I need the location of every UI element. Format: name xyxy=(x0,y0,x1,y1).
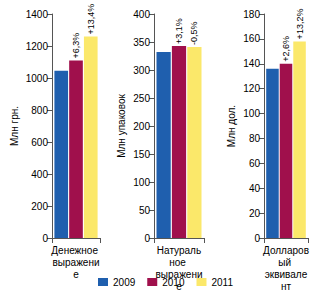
svg-text:180: 180 xyxy=(243,9,260,20)
svg-text:400: 400 xyxy=(133,9,150,20)
svg-text:800: 800 xyxy=(31,105,48,116)
svg-text:350: 350 xyxy=(133,37,150,48)
svg-text:Млн упаковок: Млн упаковок xyxy=(116,94,127,158)
svg-text:1400: 1400 xyxy=(26,9,49,20)
svg-text:200: 200 xyxy=(133,121,150,132)
svg-text:нт: нт xyxy=(281,281,292,292)
svg-text:выражени: выражени xyxy=(53,257,100,268)
svg-text:140: 140 xyxy=(243,58,260,69)
svg-text:+3,1%: +3,1% xyxy=(174,18,184,44)
svg-text:Млн грн.: Млн грн. xyxy=(9,106,20,146)
svg-text:+13,4%: +13,4% xyxy=(86,4,96,35)
svg-text:выражени: выражени xyxy=(155,268,203,280)
svg-text:+2,6%: +2,6% xyxy=(281,36,291,62)
svg-text:20: 20 xyxy=(249,208,261,219)
svg-text:300: 300 xyxy=(133,65,150,76)
svg-text:250: 250 xyxy=(133,93,150,104)
svg-text:40: 40 xyxy=(249,183,261,194)
svg-text:ное: ное xyxy=(169,257,188,268)
svg-text:160: 160 xyxy=(243,33,260,44)
svg-text:1200: 1200 xyxy=(26,41,49,52)
svg-text:50: 50 xyxy=(139,205,151,216)
svg-text:Натураль: Натураль xyxy=(157,245,201,256)
svg-text:2010: 2010 xyxy=(162,277,185,288)
svg-text:0: 0 xyxy=(42,233,48,244)
svg-text:120: 120 xyxy=(243,83,260,94)
svg-text:100: 100 xyxy=(133,177,150,188)
svg-text:200: 200 xyxy=(31,201,48,212)
svg-text:400: 400 xyxy=(31,169,48,180)
svg-text:+6,3%: +6,3% xyxy=(71,33,81,59)
svg-text:100: 100 xyxy=(243,108,260,119)
svg-text:0: 0 xyxy=(254,233,260,244)
svg-text:-0,5%: -0,5% xyxy=(189,22,199,46)
svg-text:+13,2%: +13,2% xyxy=(295,9,305,40)
svg-text:эквивале: эквивале xyxy=(265,269,308,280)
svg-text:600: 600 xyxy=(31,137,48,148)
svg-text:150: 150 xyxy=(133,149,150,160)
svg-text:80: 80 xyxy=(249,133,261,144)
svg-text:Долларов: Долларов xyxy=(263,245,309,256)
svg-text:е: е xyxy=(73,269,79,280)
svg-text:2011: 2011 xyxy=(211,277,233,288)
svg-text:2009: 2009 xyxy=(113,277,136,288)
svg-text:Денежное: Денежное xyxy=(51,245,100,256)
svg-text:1000: 1000 xyxy=(26,73,49,84)
svg-text:Млн дол.: Млн дол. xyxy=(226,105,237,147)
svg-text:60: 60 xyxy=(249,158,261,169)
svg-text:ый: ый xyxy=(278,257,294,268)
svg-text:0: 0 xyxy=(144,233,150,244)
